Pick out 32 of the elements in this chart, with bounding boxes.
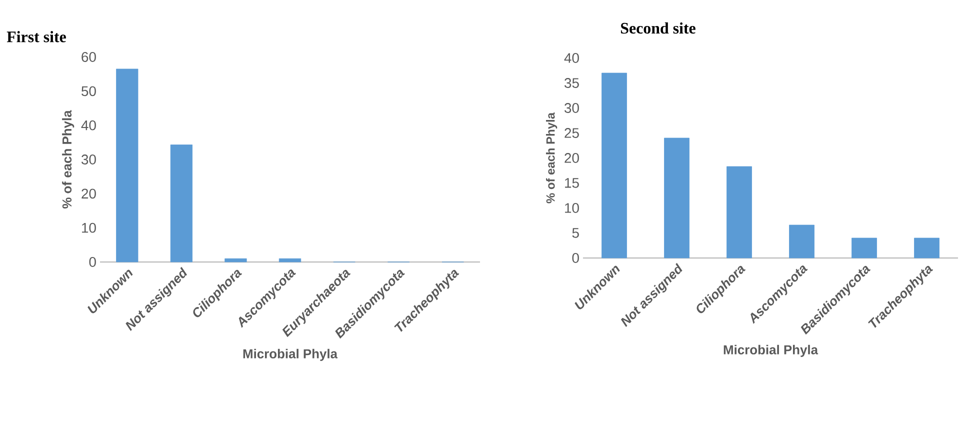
bar — [224, 258, 247, 262]
chart-title: Second site — [620, 22, 696, 34]
y-tick-label: 10 — [565, 203, 579, 213]
y-tick-label: 15 — [565, 178, 579, 188]
bar — [170, 144, 192, 262]
y-tick-label: 60 — [82, 52, 96, 62]
bar — [789, 224, 814, 258]
bar — [914, 238, 940, 258]
bar — [664, 138, 690, 258]
y-tick-label: 20 — [564, 153, 579, 163]
bar — [726, 166, 752, 258]
y-tick-label: 20 — [82, 188, 96, 199]
bar — [278, 258, 302, 262]
bar — [602, 72, 627, 258]
y-tick-label: 0 — [572, 253, 579, 263]
y-tick-label: 10 — [82, 222, 96, 233]
y-axis-title: % of each Phyla — [62, 110, 74, 208]
y-tick-label: 40 — [564, 53, 579, 63]
y-tick-label: 40 — [81, 120, 96, 130]
bar — [852, 238, 877, 258]
y-tick-label: 25 — [564, 128, 579, 138]
bar — [116, 68, 138, 262]
x-axis-title: Microbial Phyla — [243, 348, 338, 361]
y-tick-label: 30 — [81, 154, 96, 164]
chart-title: First site — [6, 31, 66, 42]
y-tick-label: 50 — [82, 86, 96, 96]
y-tick-label: 0 — [89, 257, 96, 267]
y-tick-label: 30 — [564, 103, 579, 113]
y-tick-label: 5 — [572, 228, 579, 238]
y-axis-title: % of each Phyla — [546, 112, 558, 204]
x-axis-title: Microbial Phyla — [724, 344, 818, 357]
y-tick-label: 35 — [564, 78, 579, 88]
